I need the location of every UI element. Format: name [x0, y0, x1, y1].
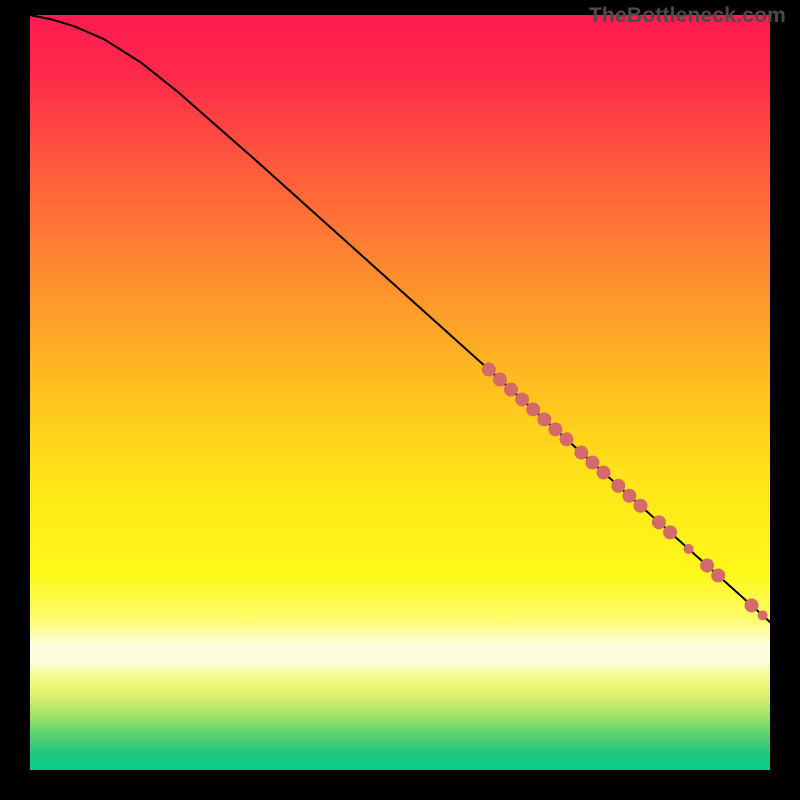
data-marker [700, 559, 714, 573]
data-marker [526, 402, 540, 416]
data-marker [560, 432, 574, 446]
data-marker [758, 610, 768, 620]
data-marker [504, 382, 518, 396]
data-marker [537, 412, 551, 426]
data-marker [482, 363, 496, 377]
data-marker [745, 598, 759, 612]
data-marker [493, 373, 507, 387]
data-marker [634, 499, 648, 513]
data-marker [515, 392, 529, 406]
chart-frame: TheBottleneck.com [0, 0, 800, 800]
chart-svg-container [0, 0, 800, 800]
data-marker [574, 446, 588, 460]
data-marker [548, 422, 562, 436]
data-marker [585, 456, 599, 470]
data-marker [684, 544, 694, 554]
bottleneck-chart-svg [0, 0, 800, 800]
data-marker [663, 525, 677, 539]
data-marker [711, 569, 725, 583]
data-marker [622, 489, 636, 503]
data-marker [611, 479, 625, 493]
data-marker [597, 466, 611, 480]
gradient-background [30, 15, 770, 770]
data-marker [652, 515, 666, 529]
